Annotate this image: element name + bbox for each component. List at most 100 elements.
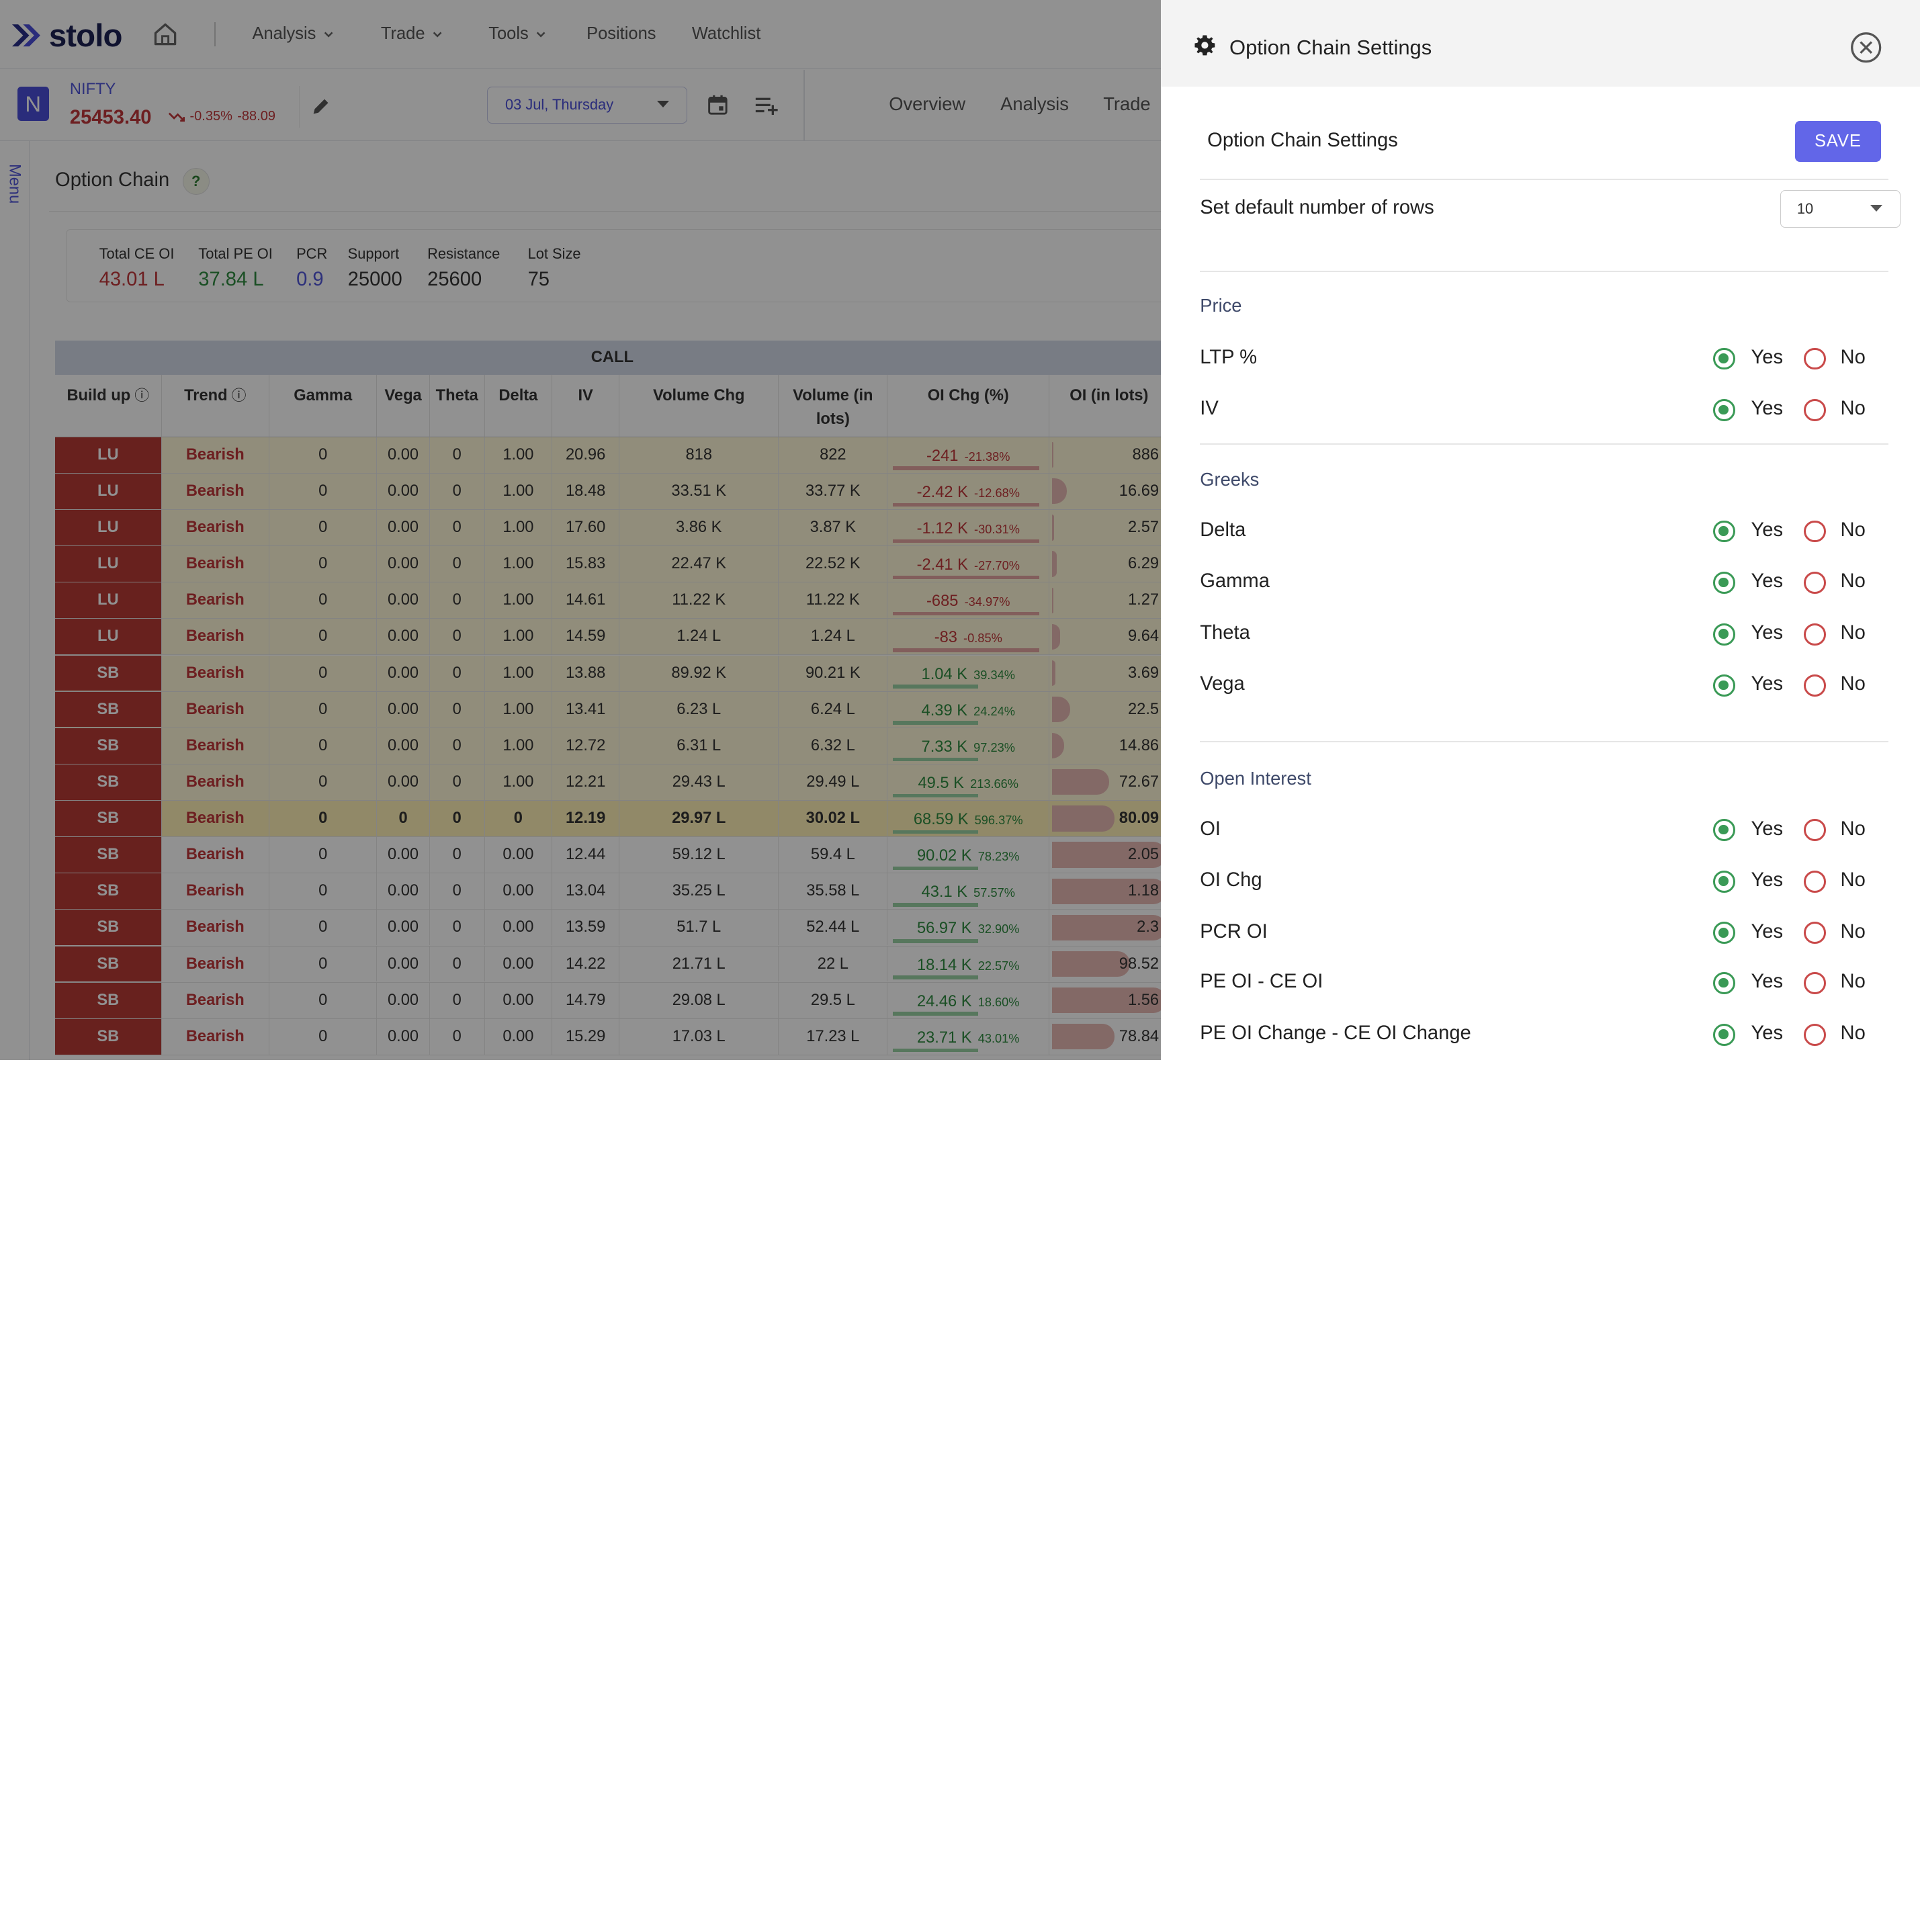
add-list-icon[interactable]	[754, 94, 779, 116]
yes-radio[interactable]	[1712, 623, 1735, 646]
table-row[interactable]: SB Bearish 0 0.00 0 0.00 15.29 17.03 L 17.23 L 23…	[55, 1018, 1170, 1055]
rows-select[interactable]: 10	[1780, 189, 1901, 228]
table-row[interactable]: LU Bearish 0 0.00 0 1.00 15.83 22.47 K 22.52 K -2…	[55, 546, 1170, 583]
column-header[interactable]: Volume Chg	[619, 374, 779, 437]
no-radio[interactable]	[1803, 922, 1826, 945]
table-row[interactable]: LU Bearish 0 0.00 0 1.00 18.48 33.51 K 33.77 K -2…	[55, 473, 1170, 510]
oi-change-value: 1.04 K	[921, 665, 968, 683]
nav-tools[interactable]: Tools	[488, 24, 547, 44]
tab-trade[interactable]: Trade	[1103, 93, 1151, 114]
info-icon[interactable]: ⓘ	[130, 387, 150, 404]
rows-select-value: 10	[1796, 200, 1814, 218]
table-row[interactable]: LU Bearish 0 0.00 0 1.00 20.96 818 822 -241 -21.38…	[55, 437, 1170, 474]
brand-logo[interactable]: stolo	[12, 17, 122, 54]
yes-radio[interactable]	[1712, 520, 1735, 543]
yes-radio[interactable]	[1712, 972, 1735, 995]
oi-lots-cell: 3.69	[1049, 655, 1170, 691]
table-row[interactable]: SB Bearish 0 0.00 0 0.00 14.22 21.71 L 22 L 18.14…	[55, 946, 1170, 983]
column-header[interactable]: IV	[552, 374, 620, 437]
help-icon[interactable]: ?	[182, 167, 210, 195]
column-header[interactable]: Delta	[484, 374, 553, 437]
yes-radio[interactable]	[1712, 819, 1735, 842]
table-row[interactable]: SB Bearish 0 0.00 0 0.00 12.44 59.12 L 59.4 L 90.…	[55, 837, 1170, 874]
table-row[interactable]: SB Bearish 0 0.00 0 0.00 13.04 35.25 L 35.58 L 43…	[55, 873, 1170, 910]
table-row[interactable]: SB Bearish 0 0.00 0 1.00 13.88 89.92 K 90.21 K 1.…	[55, 655, 1170, 692]
column-header-label: Build up	[67, 387, 131, 405]
column-header[interactable]: Trend ⓘ	[161, 374, 269, 437]
tab-overview[interactable]: Overview	[889, 93, 966, 114]
oi-lots-cell: 78.84	[1049, 1018, 1170, 1055]
table-row[interactable]: SB Bearish 0 0.00 0 1.00 13.41 6.23 L 6.24 L 4.39…	[55, 691, 1170, 728]
no-radio[interactable]	[1803, 972, 1826, 995]
column-header[interactable]: Build up ⓘ	[55, 374, 162, 437]
home-icon[interactable]	[152, 21, 179, 48]
oi-change-value: -2.41 K	[916, 556, 968, 574]
oi-bar	[1051, 733, 1064, 759]
no-radio[interactable]	[1803, 623, 1826, 646]
nav-analysis[interactable]: Analysis	[252, 24, 334, 44]
nav-watchlist[interactable]: Watchlist	[691, 24, 761, 44]
calendar-icon[interactable]	[707, 94, 729, 116]
table-row[interactable]: SB Bearish 0 0.00 0 1.00 12.21 29.43 L 29.49 L 49…	[55, 764, 1170, 801]
title-divider	[48, 210, 1176, 212]
no-radio[interactable]	[1803, 572, 1826, 594]
setting-option-label: IV	[1200, 398, 1219, 420]
stat-value: 43.01 L	[99, 268, 165, 290]
modal-overlay[interactable]	[0, 0, 1161, 1061]
yes-radio[interactable]	[1712, 922, 1735, 945]
vol-chg-cell: 3.86 K	[619, 509, 779, 545]
no-radio[interactable]	[1803, 520, 1826, 543]
oi-change-pct: 43.01%	[977, 1031, 1020, 1045]
expiry-date-select[interactable]: 03 Jul, Thursday	[487, 87, 687, 124]
no-radio[interactable]	[1803, 870, 1826, 893]
column-header[interactable]: OI Chg (%)	[887, 374, 1050, 437]
buildup-cell: SB	[55, 946, 162, 982]
table-row[interactable]: SB Bearish 0 0.00 0 0.00 13.59 51.7 L 52.44 L 56.…	[55, 910, 1170, 947]
instrument-symbol[interactable]: NIFTY	[69, 81, 116, 99]
oi-bar	[1051, 987, 1166, 1014]
yes-radio[interactable]	[1712, 674, 1735, 697]
column-header[interactable]: OI (in lots)	[1049, 374, 1170, 437]
save-button[interactable]: SAVE	[1795, 121, 1881, 162]
column-header[interactable]: Vega	[377, 374, 430, 437]
yes-radio[interactable]	[1712, 572, 1735, 594]
nav-trade[interactable]: Trade	[381, 24, 443, 44]
table-row[interactable]: LU Bearish 0 0.00 0 1.00 14.61 11.22 K 11.22 K -6…	[55, 582, 1170, 619]
table-row[interactable]: SB Bearish 0 0.00 0 1.00 12.72 6.31 L 6.32 L 7.33…	[55, 728, 1170, 764]
table-row[interactable]: SB Bearish 0 0.00 0 0.00 14.79 29.08 L 29.5 L 24.…	[55, 982, 1170, 1019]
no-radio[interactable]	[1803, 674, 1826, 697]
buildup-cell: SB	[55, 1018, 162, 1055]
no-radio[interactable]	[1803, 819, 1826, 842]
no-radio[interactable]	[1803, 1023, 1826, 1046]
oi-change-bar	[892, 830, 979, 834]
side-menu-toggle[interactable]: Menu	[5, 164, 24, 204]
header-divider	[803, 69, 805, 141]
oi-change-bar	[892, 1048, 979, 1053]
close-icon[interactable]	[1850, 32, 1882, 63]
nav-positions[interactable]: Positions	[586, 24, 656, 44]
yes-radio[interactable]	[1712, 870, 1735, 893]
yes-radio[interactable]	[1712, 1023, 1735, 1046]
no-radio[interactable]	[1803, 347, 1826, 370]
oi-change-pct: 97.23%	[973, 740, 1015, 754]
yes-radio[interactable]	[1712, 399, 1735, 421]
info-icon[interactable]: ⓘ	[227, 387, 247, 404]
vol-chg-cell: 33.51 K	[619, 473, 779, 509]
no-radio[interactable]	[1803, 399, 1826, 421]
no-radio-label: No	[1840, 920, 1866, 942]
column-header[interactable]: Gamma	[269, 374, 378, 437]
column-header[interactable]: Volume (in lots)	[779, 374, 888, 437]
expiry-date-value: 03 Jul, Thursday	[505, 96, 614, 114]
edit-instrument-button[interactable]	[298, 85, 343, 128]
gamma-cell: 0	[269, 946, 378, 982]
tab-analysis[interactable]: Analysis	[1000, 93, 1069, 114]
iv-cell: 14.79	[552, 982, 620, 1018]
table-row[interactable]: LU Bearish 0 0.00 0 1.00 14.59 1.24 L 1.24 L -83-…	[55, 619, 1170, 656]
column-header[interactable]: Theta	[429, 374, 485, 437]
yes-radio[interactable]	[1712, 347, 1735, 370]
oi-lots-value: 14.86	[1119, 736, 1160, 754]
table-row[interactable]: LU Bearish 0 0.00 0 1.00 17.60 3.86 K 3.87 K -1.1…	[55, 509, 1170, 547]
oi-lots-value: 6.29	[1127, 555, 1160, 573]
yes-radio-label: Yes	[1751, 673, 1784, 695]
